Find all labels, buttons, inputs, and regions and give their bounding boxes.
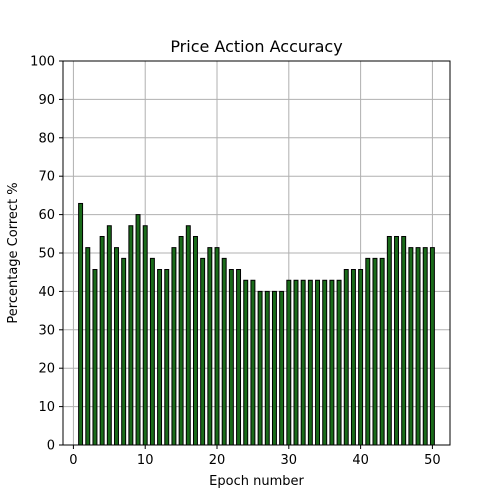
bar: [408, 247, 414, 446]
x-tick-label: 50: [424, 453, 441, 468]
y-tick-label: 10: [38, 400, 55, 415]
bar: [92, 269, 98, 446]
bar: [358, 269, 364, 446]
bar: [121, 257, 127, 446]
bar: [315, 279, 321, 446]
y-axis-ticks: 0 10 20 30 40 50 60 70 80 90 100: [30, 55, 63, 454]
y-tick-label: 30: [38, 323, 55, 338]
y-tick-label: 70: [38, 170, 55, 185]
bar: [78, 202, 84, 446]
x-axis-label: Epoch number: [209, 474, 304, 489]
bar: [171, 247, 177, 446]
x-tick-label: 10: [137, 453, 154, 468]
bar: [207, 247, 213, 446]
bar: [336, 279, 342, 446]
bar: [185, 225, 191, 446]
bar: [307, 279, 313, 446]
x-tick-label: 20: [209, 453, 226, 468]
bar: [149, 257, 155, 446]
bar: [322, 279, 328, 446]
y-tick-label: 50: [38, 247, 55, 262]
bar: [415, 247, 421, 446]
bar: [106, 225, 112, 446]
y-tick-label: 40: [38, 285, 55, 300]
bar: [372, 257, 378, 446]
bar: [279, 290, 285, 446]
bar: [200, 257, 206, 446]
bar: [135, 214, 141, 446]
bar: [236, 269, 242, 446]
y-tick-label: 20: [38, 362, 55, 377]
bar: [264, 290, 270, 446]
bar: [286, 279, 292, 446]
bar: [142, 225, 148, 446]
bar: [114, 247, 119, 446]
bar: [228, 269, 234, 446]
x-axis-ticks: 0 10 20 30 40 50: [69, 445, 441, 468]
bar: [293, 279, 299, 446]
bar: [221, 257, 227, 446]
y-tick-label: 90: [38, 93, 55, 108]
bar: [128, 225, 134, 446]
bar: [99, 235, 105, 446]
x-tick-label: 0: [69, 453, 77, 468]
y-axis-label: Percentage Correct %: [6, 182, 21, 323]
bar: [250, 279, 256, 446]
bar: [422, 247, 428, 446]
y-tick-label: 0: [47, 439, 55, 454]
bar: [350, 269, 356, 446]
bar: [178, 235, 184, 446]
bar: [85, 247, 91, 446]
bar: [271, 290, 277, 446]
bar: [157, 269, 163, 446]
y-tick-label: 100: [30, 55, 55, 70]
bar: [192, 235, 198, 446]
y-tick-label: 80: [38, 131, 55, 146]
bar: [243, 279, 249, 446]
bar: [300, 279, 306, 446]
chart-title: Price Action Accuracy: [170, 37, 342, 56]
bars: [78, 202, 435, 446]
bar: [394, 235, 399, 446]
x-tick-label: 40: [352, 453, 369, 468]
bar: [429, 247, 435, 446]
x-tick-label: 30: [281, 453, 298, 468]
bar: [214, 247, 220, 446]
y-tick-label: 60: [38, 208, 55, 223]
bar: [365, 257, 371, 446]
grid: [63, 60, 450, 446]
bar: [329, 279, 335, 446]
bar: [379, 257, 385, 446]
bar: [164, 269, 170, 446]
bar: [343, 269, 349, 446]
bar: [401, 235, 407, 446]
bar: [386, 235, 392, 446]
bar: [257, 290, 263, 446]
